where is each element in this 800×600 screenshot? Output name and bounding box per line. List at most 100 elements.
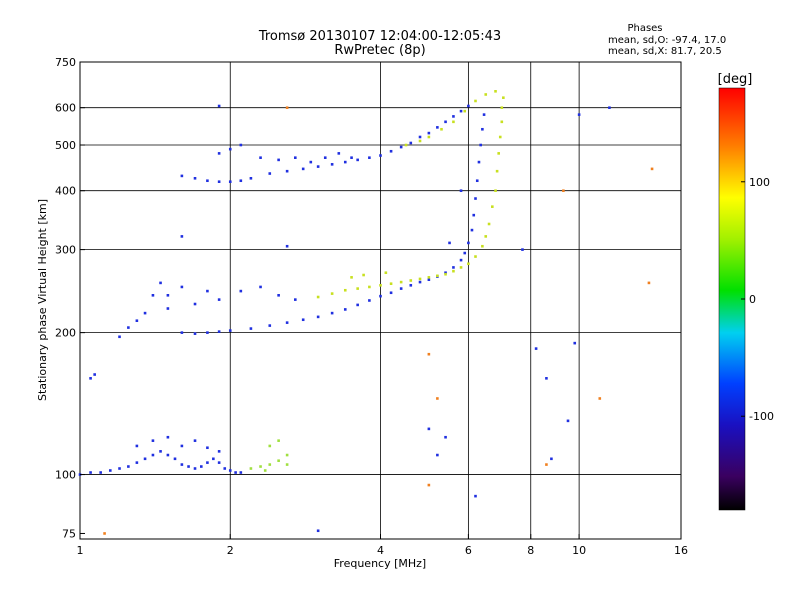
- data-point: [143, 311, 147, 315]
- data-point: [249, 327, 253, 330]
- data-point: [534, 347, 538, 350]
- data-point: [268, 463, 272, 466]
- data-point: [418, 280, 422, 284]
- data-point: [545, 463, 548, 466]
- data-point: [217, 298, 221, 301]
- data-point: [418, 135, 422, 139]
- data-point: [187, 465, 190, 468]
- data-point: [479, 143, 482, 147]
- data-point: [277, 439, 280, 442]
- data-point: [467, 262, 470, 266]
- data-point: [206, 461, 209, 464]
- data-point: [316, 315, 320, 319]
- data-point: [343, 288, 347, 292]
- x-tick-label: 1: [77, 544, 84, 557]
- data-point: [444, 435, 447, 439]
- data-point: [228, 180, 232, 183]
- data-point: [500, 106, 504, 109]
- data-point: [249, 176, 253, 180]
- data-point: [427, 352, 431, 356]
- data-point: [180, 331, 184, 334]
- data-point: [384, 271, 388, 275]
- data-point: [135, 319, 139, 323]
- data-point: [494, 189, 497, 193]
- data-point: [444, 271, 447, 275]
- data-point: [356, 303, 359, 307]
- data-point: [475, 179, 479, 183]
- data-point: [223, 467, 227, 470]
- data-point: [193, 302, 197, 306]
- x-tick-label: 6: [465, 544, 472, 557]
- data-point: [470, 228, 474, 232]
- data-point: [350, 276, 353, 279]
- x-tick-label: 8: [527, 544, 534, 557]
- data-point: [301, 318, 305, 322]
- data-point: [427, 278, 431, 282]
- data-point: [151, 294, 155, 297]
- data-point: [228, 329, 232, 332]
- data-point: [500, 120, 504, 124]
- data-point: [389, 291, 393, 295]
- colorbar-ticks: 100 0 -100: [741, 176, 774, 423]
- data-point: [436, 274, 439, 278]
- data-point: [474, 197, 477, 200]
- data-point: [151, 453, 155, 457]
- data-point: [277, 459, 280, 463]
- data-point: [217, 180, 221, 183]
- data-point: [379, 284, 382, 287]
- data-point: [389, 282, 393, 285]
- data-point: [217, 152, 221, 155]
- data-point: [217, 104, 221, 108]
- data-point: [436, 397, 439, 400]
- chart-title: Tromsø 20130107 12:04:00-12:05:43: [258, 29, 501, 44]
- data-point: [362, 273, 365, 277]
- data-point: [206, 446, 209, 450]
- data-point: [562, 189, 565, 193]
- data-point: [206, 179, 209, 183]
- data-point: [487, 222, 491, 226]
- data-point: [491, 205, 494, 208]
- data-point: [285, 321, 289, 324]
- y-tick-label: 500: [55, 139, 76, 152]
- data-point: [228, 469, 232, 472]
- data-point: [521, 248, 524, 251]
- data-point: [99, 471, 102, 474]
- chart-subtitle: RwPretec (8p): [334, 43, 425, 58]
- data-point: [444, 120, 447, 124]
- data-point: [379, 154, 382, 157]
- data-point: [268, 172, 272, 175]
- data-point: [427, 131, 431, 135]
- data-point: [217, 461, 221, 464]
- stats-o-line: mean, sd,O: -97.4, 17.0: [608, 35, 726, 46]
- data-point: [598, 397, 602, 400]
- y-tick-label: 300: [55, 244, 76, 257]
- data-point: [200, 465, 203, 468]
- data-point: [482, 113, 486, 116]
- data-point: [495, 169, 499, 173]
- data-point: [494, 90, 497, 93]
- data-point: [151, 439, 155, 442]
- colorbar-tick-label: 0: [749, 293, 756, 306]
- data-point: [159, 450, 162, 453]
- data-point: [452, 120, 455, 124]
- data-point: [566, 419, 570, 423]
- stats-heading: Phases: [627, 23, 662, 34]
- data-point: [350, 156, 353, 159]
- data-points: [78, 90, 654, 535]
- data-point: [337, 152, 341, 155]
- y-axis-ticks: 75 100 200 300 400 500 600 750: [55, 56, 85, 540]
- data-point: [647, 281, 651, 285]
- data-point: [409, 279, 413, 282]
- data-point: [502, 96, 505, 99]
- data-point: [309, 160, 313, 164]
- colorbar-label: [deg]: [718, 72, 753, 87]
- data-point: [448, 241, 451, 245]
- data-point: [166, 307, 170, 310]
- data-point: [285, 463, 289, 466]
- x-tick-label: 4: [377, 544, 384, 557]
- data-point: [459, 189, 463, 193]
- data-point: [330, 292, 334, 295]
- data-point: [368, 285, 371, 289]
- data-point: [474, 494, 477, 498]
- colorbar: [718, 87, 746, 511]
